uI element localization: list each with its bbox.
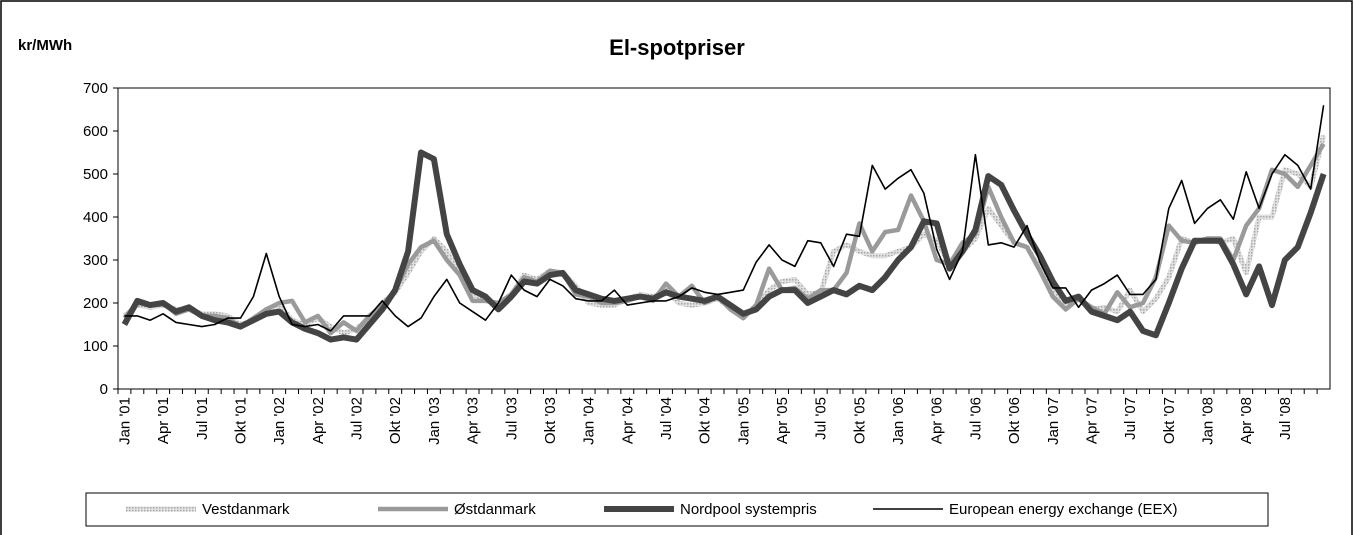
chart-title: El-spotpriser: [609, 35, 745, 60]
y-tick-label: 400: [83, 209, 108, 226]
x-tick-label: Okt '03: [542, 397, 559, 444]
legend-label: Vestdanmark: [202, 501, 290, 518]
x-tick-label: Jul '05: [813, 397, 830, 440]
y-axis-label: kr/MWh: [18, 37, 72, 54]
x-tick-label: Apr '02: [310, 397, 327, 444]
legend-label: European energy exchange (EEX): [949, 501, 1177, 518]
y-tick-label: 600: [83, 123, 108, 140]
x-tick-label: Jan '02: [271, 397, 288, 445]
x-tick-label: Apr '01: [155, 397, 172, 444]
legend-label: Nordpool systempris: [680, 501, 817, 518]
x-tick-label: Jan '03: [426, 397, 443, 445]
y-tick-label: 200: [83, 295, 108, 312]
legend-box: [85, 492, 1269, 527]
legend-label: Østdanmark: [454, 501, 536, 518]
x-tick-label: Jan '01: [116, 397, 133, 445]
series-line: [124, 105, 1325, 332]
series-line: [121, 149, 1327, 343]
x-tick-label: Jan '04: [581, 397, 598, 445]
x-tick-label: Okt '06: [1006, 397, 1023, 444]
x-tick-label: Jul '07: [1122, 397, 1139, 440]
x-tick-label: Jul '01: [194, 397, 211, 440]
x-tick-label: Apr '04: [619, 397, 636, 444]
y-tick-label: 0: [100, 381, 108, 398]
x-tick-label: Jan '07: [1045, 397, 1062, 445]
x-tick-label: Jan '06: [890, 397, 907, 445]
x-tick-label: Jan '08: [1200, 397, 1217, 445]
x-tick-label: Apr '07: [1083, 397, 1100, 444]
x-tick-label: Okt '04: [697, 397, 714, 444]
x-tick-label: Okt '05: [851, 397, 868, 444]
x-tick-label: Jan '05: [735, 397, 752, 445]
y-tick-label: 500: [83, 166, 108, 183]
x-tick-label: Jul '08: [1277, 397, 1294, 440]
x-tick-label: Jul '02: [349, 397, 366, 440]
x-tick-label: Okt '02: [387, 397, 404, 444]
y-tick-label: 300: [83, 252, 108, 269]
x-tick-label: Jul '06: [967, 397, 984, 440]
x-tick-label: Apr '06: [929, 397, 946, 444]
x-tick-label: Jul '04: [658, 397, 675, 440]
y-tick-label: 700: [83, 80, 108, 97]
x-tick-label: Apr '05: [774, 397, 791, 444]
x-tick-label: Jul '03: [503, 397, 520, 440]
x-tick-label: Apr '03: [465, 397, 482, 444]
y-tick-label: 100: [83, 338, 108, 355]
x-tick-label: Okt '07: [1161, 397, 1178, 444]
x-tick-label: Okt '01: [232, 397, 249, 444]
x-tick-label: Apr '08: [1238, 397, 1255, 444]
